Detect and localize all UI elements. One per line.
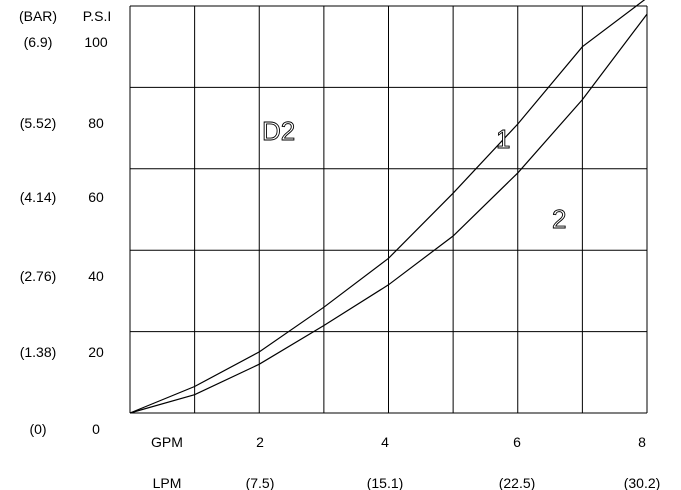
y-tick-label-bar: (1.38): [20, 344, 57, 360]
x-tick-label-lpm: (30.2): [624, 475, 661, 490]
x-tick-label-gpm: 4: [381, 434, 389, 450]
y-tick-label-bar: (0): [29, 421, 46, 437]
x-tick-label-lpm: (7.5): [246, 475, 275, 490]
x-tick-label-gpm: 6: [513, 434, 521, 450]
y-tick-label-bar: (5.52): [20, 115, 57, 131]
y-tick-label-psi: 60: [88, 189, 104, 205]
y-tick-label-psi: 100: [84, 34, 108, 50]
axis-tick-labels: 100 80 60 40 20 0 (6.9) (5.52) (4.14) (2.76) (1.38…: [20, 34, 661, 490]
series-1-line: [129, 0, 646, 414]
y-tick-label-psi: 0: [92, 421, 100, 437]
y-axis-header-psi: P.S.I: [83, 8, 112, 24]
x-tick-label-gpm: 8: [638, 434, 646, 450]
x-axis-header-lpm: LPM: [153, 475, 182, 490]
panel-label: D2: [262, 116, 295, 146]
x-axis-header-gpm: GPM: [151, 434, 183, 450]
y-tick-label-psi: 20: [88, 344, 104, 360]
y-tick-label-psi: 80: [88, 115, 104, 131]
chart-curves: [129, 0, 648, 414]
y-axis-header-bar: (BAR): [19, 8, 57, 24]
y-tick-label-psi: 40: [88, 268, 104, 284]
series-2-label: 2: [552, 204, 566, 234]
x-tick-label-lpm: (15.1): [367, 475, 404, 490]
y-tick-label-bar: (6.9): [24, 34, 53, 50]
series-2-line: [129, 13, 648, 414]
y-tick-label-bar: (4.14): [20, 189, 57, 205]
chart-grid: [129, 5, 648, 414]
series-labels: 12: [496, 124, 567, 235]
y-tick-label-bar: (2.76): [20, 268, 57, 284]
x-tick-label-gpm: 2: [256, 434, 264, 450]
x-tick-label-lpm: (22.5): [499, 475, 536, 490]
series-1-label: 1: [496, 124, 510, 154]
